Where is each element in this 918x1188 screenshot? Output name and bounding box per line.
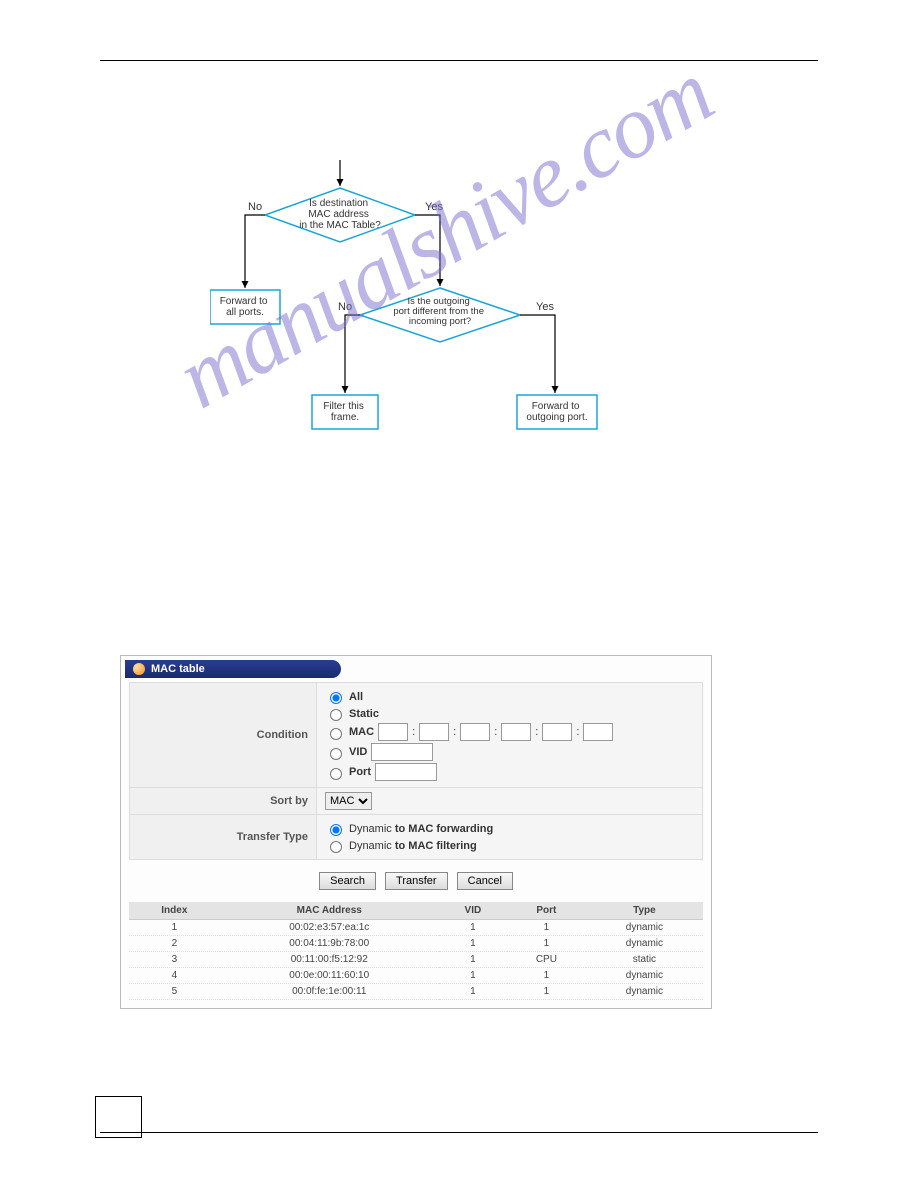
edge-d1-no-label: No <box>248 201 262 213</box>
sortby-cell: MAC <box>317 788 703 815</box>
transfer-filt-label: Dynamic to MAC filtering <box>349 840 477 852</box>
action-forward-outgoing-text: Forward to outgoing port. <box>526 401 587 423</box>
sortby-select[interactable]: MAC <box>325 792 372 810</box>
edge-d2-no-label: No <box>338 301 352 313</box>
edge-d2-no <box>345 315 360 393</box>
edge-d1-yes-label: Yes <box>425 201 443 213</box>
transfer-fwd-row[interactable]: Dynamic to MAC forwarding <box>325 821 694 836</box>
opt-vid-label: VID <box>349 746 367 758</box>
transfer-fwd-label: Dynamic to MAC forwarding <box>349 823 493 835</box>
panel-title: MAC table <box>151 663 205 675</box>
opt-port-label: Port <box>349 766 371 778</box>
table-row: 3 00:11:00:f5:12:92 1 CPU static <box>129 952 703 968</box>
edge-d1-yes <box>415 215 440 286</box>
opt-port-row[interactable]: Port <box>325 763 694 781</box>
opt-mac-label: MAC <box>349 726 374 738</box>
opt-all-radio[interactable] <box>330 692 342 704</box>
mac-oct-5[interactable] <box>542 723 572 741</box>
col-port: Port <box>507 902 586 920</box>
transfer-filt-radio[interactable] <box>330 841 342 853</box>
cancel-button[interactable]: Cancel <box>457 872 513 890</box>
col-type: Type <box>586 902 703 920</box>
edge-d2-yes-label: Yes <box>536 301 554 313</box>
table-header-row: Index MAC Address VID Port Type <box>129 902 703 920</box>
mac-oct-2[interactable] <box>419 723 449 741</box>
page-bottom-rule <box>100 1132 818 1133</box>
edge-d2-yes <box>520 315 555 393</box>
flowchart-diagram: Is destination MAC address in the MAC Ta… <box>210 160 650 450</box>
opt-static-label: Static <box>349 708 379 720</box>
opt-static-radio[interactable] <box>330 709 342 721</box>
mac-oct-3[interactable] <box>460 723 490 741</box>
port-input[interactable] <box>375 763 437 781</box>
table-row: 1 00:02:e3:57:ea:1c 1 1 dynamic <box>129 920 703 936</box>
table-row: 2 00:04:11:9b:78:00 1 1 dynamic <box>129 936 703 952</box>
col-index: Index <box>129 902 220 920</box>
edge-d1-no <box>245 215 265 288</box>
opt-mac-row[interactable]: MAC : : : : : <box>325 723 694 741</box>
action-forward-all-text: Forward to all ports. <box>220 296 271 318</box>
col-mac: MAC Address <box>220 902 439 920</box>
button-row: Search Transfer Cancel <box>129 860 703 902</box>
search-button[interactable]: Search <box>319 872 376 890</box>
panel-body: Condition All Static MAC : : <box>121 678 711 1008</box>
opt-all-row[interactable]: All <box>325 689 694 704</box>
transfer-label: Transfer Type <box>130 815 317 860</box>
mac-oct-4[interactable] <box>501 723 531 741</box>
decision-mac-table-text: Is destination MAC address in the MAC Ta… <box>299 198 381 231</box>
mac-data-table: Index MAC Address VID Port Type 1 00:02:… <box>129 902 703 1000</box>
table-row: 4 00:0e:00:11:60:10 1 1 dynamic <box>129 968 703 984</box>
col-vid: VID <box>439 902 507 920</box>
condition-label: Condition <box>130 683 317 788</box>
opt-vid-row[interactable]: VID <box>325 743 694 761</box>
vid-input[interactable] <box>371 743 433 761</box>
transfer-fwd-radio[interactable] <box>330 824 342 836</box>
opt-vid-radio[interactable] <box>330 748 342 760</box>
filter-form: Condition All Static MAC : : <box>129 682 703 860</box>
opt-mac-radio[interactable] <box>330 728 342 740</box>
opt-static-row[interactable]: Static <box>325 706 694 721</box>
sortby-label: Sort by <box>130 788 317 815</box>
page-number-box <box>95 1096 142 1138</box>
mac-oct-1[interactable] <box>378 723 408 741</box>
table-row: 5 00:0f:fe:1e:00:11 1 1 dynamic <box>129 984 703 1000</box>
orb-icon <box>133 663 145 675</box>
table-body: 1 00:02:e3:57:ea:1c 1 1 dynamic 2 00:04:… <box>129 920 703 1000</box>
transfer-filt-row[interactable]: Dynamic to MAC filtering <box>325 838 694 853</box>
page-top-rule <box>100 60 818 61</box>
transfer-button[interactable]: Transfer <box>385 872 448 890</box>
mac-table-panel: MAC table Condition All Static MAC <box>120 655 712 1009</box>
mac-oct-6[interactable] <box>583 723 613 741</box>
condition-options: All Static MAC : : : : : <box>317 683 703 788</box>
transfer-options: Dynamic to MAC forwarding Dynamic to MAC… <box>317 815 703 860</box>
opt-all-label: All <box>349 691 363 703</box>
opt-port-radio[interactable] <box>330 768 342 780</box>
panel-titlebar: MAC table <box>125 660 341 678</box>
